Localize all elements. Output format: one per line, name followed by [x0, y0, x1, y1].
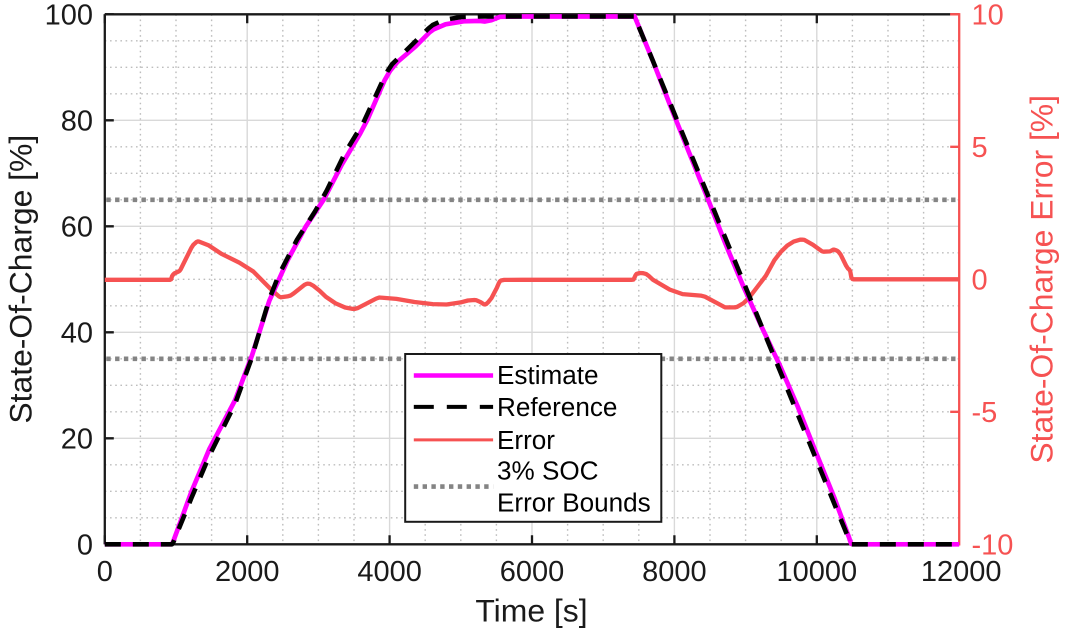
- svg-text:State-Of-Charge Error [%]: State-Of-Charge Error [%]: [1024, 95, 1060, 464]
- svg-text:0: 0: [972, 265, 988, 297]
- svg-text:Reference: Reference: [497, 392, 617, 422]
- svg-text:Time [s]: Time [s]: [475, 592, 587, 628]
- svg-text:5: 5: [972, 132, 988, 164]
- svg-text:40: 40: [61, 318, 93, 350]
- svg-text:10: 10: [972, 0, 1004, 32]
- svg-text:60: 60: [61, 212, 93, 244]
- svg-text:-10: -10: [972, 530, 1014, 562]
- svg-text:2000: 2000: [215, 556, 280, 588]
- svg-text:State-Of-Charge [%]: State-Of-Charge [%]: [3, 135, 39, 424]
- svg-text:12000: 12000: [921, 556, 1002, 588]
- svg-text:80: 80: [61, 106, 93, 138]
- svg-text:10000: 10000: [776, 556, 857, 588]
- svg-text:8000: 8000: [642, 556, 707, 588]
- svg-text:3% SOC: 3% SOC: [497, 455, 599, 485]
- svg-text:6000: 6000: [500, 556, 565, 588]
- svg-text:100: 100: [45, 0, 93, 32]
- svg-text:Error: Error: [497, 425, 555, 455]
- svg-text:0: 0: [97, 556, 113, 588]
- svg-text:Estimate: Estimate: [497, 360, 599, 390]
- svg-text:0: 0: [77, 530, 93, 562]
- svg-text:4000: 4000: [357, 556, 422, 588]
- svg-text:20: 20: [61, 424, 93, 456]
- svg-text:Error Bounds: Error Bounds: [497, 488, 651, 518]
- svg-text:-5: -5: [972, 397, 998, 429]
